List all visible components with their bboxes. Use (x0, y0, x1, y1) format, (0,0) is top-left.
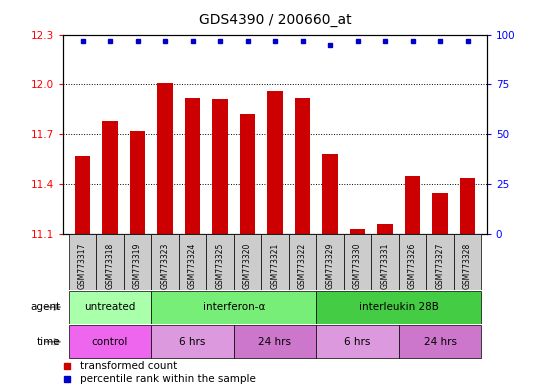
Text: 24 hrs: 24 hrs (424, 337, 456, 347)
Text: GSM773320: GSM773320 (243, 243, 252, 289)
Text: GSM773322: GSM773322 (298, 243, 307, 289)
Text: percentile rank within the sample: percentile rank within the sample (80, 374, 256, 384)
Text: agent: agent (30, 302, 60, 312)
Text: GSM773328: GSM773328 (463, 243, 472, 289)
Bar (157, 83, 173, 234)
Bar (212, 99, 228, 234)
Text: GSM773317: GSM773317 (78, 243, 87, 289)
Bar (151, 234, 179, 290)
Bar (316, 325, 399, 358)
Bar (426, 234, 454, 290)
Text: control: control (92, 337, 128, 347)
Bar (316, 234, 344, 290)
Bar (234, 234, 261, 290)
Text: time: time (37, 337, 60, 347)
Bar (206, 234, 234, 290)
Bar (316, 291, 481, 324)
Text: 24 hrs: 24 hrs (258, 337, 292, 347)
Text: GSM773319: GSM773319 (133, 243, 142, 289)
Bar (75, 156, 90, 234)
Bar (124, 234, 151, 290)
Text: GSM773324: GSM773324 (188, 243, 197, 289)
Text: GSM773327: GSM773327 (436, 243, 444, 289)
Bar (322, 154, 338, 234)
Bar (289, 234, 316, 290)
Bar (96, 234, 124, 290)
Bar (350, 229, 365, 234)
Text: interleukin 28B: interleukin 28B (359, 302, 439, 312)
Text: 6 hrs: 6 hrs (179, 337, 206, 347)
Bar (151, 325, 234, 358)
Text: interferon-α: interferon-α (202, 302, 265, 312)
Bar (377, 224, 393, 234)
Bar (69, 234, 96, 290)
Text: GSM773326: GSM773326 (408, 243, 417, 289)
Bar (454, 234, 481, 290)
Bar (151, 291, 316, 324)
Text: GSM773330: GSM773330 (353, 243, 362, 289)
Bar (130, 131, 145, 234)
Bar (432, 193, 448, 234)
Bar (267, 91, 283, 234)
Text: 6 hrs: 6 hrs (344, 337, 371, 347)
Text: transformed count: transformed count (80, 361, 178, 371)
Text: GDS4390 / 200660_at: GDS4390 / 200660_at (199, 13, 351, 27)
Bar (295, 98, 310, 234)
Text: GSM773331: GSM773331 (381, 243, 389, 289)
Bar (69, 325, 151, 358)
Text: GSM773325: GSM773325 (216, 243, 224, 289)
Bar (185, 98, 200, 234)
Bar (405, 176, 420, 234)
Bar (240, 114, 255, 234)
Bar (69, 291, 151, 324)
Text: GSM773329: GSM773329 (326, 243, 334, 289)
Bar (344, 234, 371, 290)
Bar (261, 234, 289, 290)
Bar (399, 325, 481, 358)
Text: GSM773323: GSM773323 (161, 243, 169, 289)
Bar (102, 121, 118, 234)
Bar (234, 325, 316, 358)
Text: GSM773321: GSM773321 (271, 243, 279, 289)
Bar (371, 234, 399, 290)
Bar (460, 178, 475, 234)
Bar (179, 234, 206, 290)
Bar (399, 234, 426, 290)
Text: untreated: untreated (84, 302, 136, 312)
Text: GSM773318: GSM773318 (106, 243, 114, 289)
